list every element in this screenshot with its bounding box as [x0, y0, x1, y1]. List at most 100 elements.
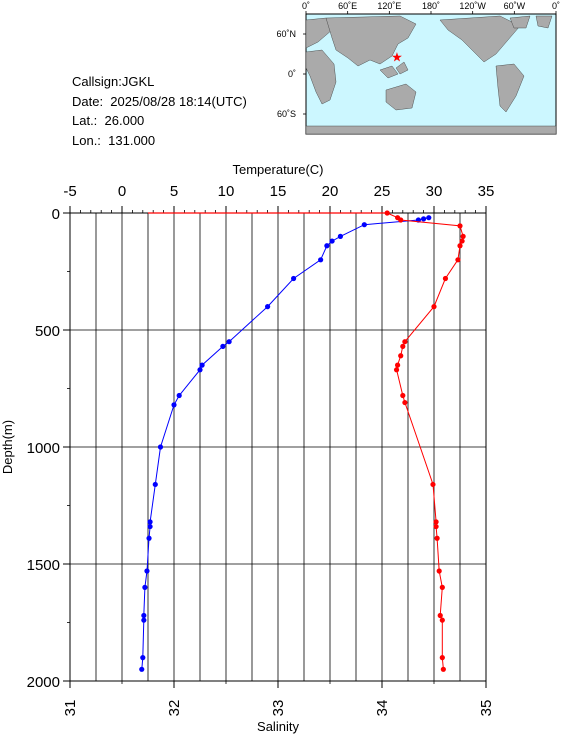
station-map: 0˚ 60˚E 120˚E 180˚ 120˚W 60˚W 0˚ 60˚N 0˚ 60˚S ★ [276, 1, 560, 135]
depth-tick-label: 0 [52, 206, 60, 223]
temperature-profile-line [141, 217, 429, 670]
temperature-data-point [144, 568, 150, 574]
salinity-data-point [434, 535, 440, 541]
map-lon-label: 120˚E [377, 1, 401, 11]
chart-series [139, 210, 466, 672]
temperature-axis: -5 0 5 10 15 20 25 30 35 [63, 183, 494, 213]
longitude-text: Lon.: 131.000 [72, 132, 156, 148]
temperature-data-point [199, 362, 205, 368]
salinity-data-point [398, 353, 404, 359]
map-land [305, 15, 557, 135]
salinity-data-point [433, 523, 439, 530]
map-lon-label: 60˚E [338, 1, 357, 11]
depth-tick-label: 1500 [27, 557, 60, 574]
temperature-data-point [157, 444, 164, 450]
temperature-data-point [146, 535, 152, 541]
salinity-data-point [437, 612, 443, 619]
temperature-data-point [141, 617, 147, 623]
salinity-data-point [393, 367, 400, 373]
salinity-data-point [455, 257, 461, 263]
map-lon-label: 180˚ [422, 1, 440, 11]
salinity-data-point [457, 243, 463, 249]
salinity-data-point [402, 399, 408, 406]
temperature-data-point [147, 523, 153, 530]
map-lon-label: 60˚W [504, 1, 526, 11]
salinity-tick-label: 34 [374, 700, 391, 717]
map-lat-label: 60˚N [276, 29, 296, 39]
salinity-tick-label: 33 [270, 700, 287, 717]
temperature-axis-label: Temperature(C) [232, 162, 323, 177]
salinity-data-point [439, 584, 445, 591]
temperature-data-point [139, 666, 145, 672]
depth-tick-label: 2000 [27, 674, 60, 691]
temperature-data-point [361, 222, 367, 228]
map-lon-label: 0˚ [302, 1, 310, 11]
map-lon-label: 0˚ [552, 1, 560, 11]
chart-grid [70, 213, 486, 681]
date-text: Date: 2025/08/28 18:14(UTC) [72, 93, 247, 109]
temperature-tick-label: 35 [478, 183, 495, 200]
temperature-tick-label: 10 [218, 183, 235, 200]
temperature-data-point [324, 243, 330, 249]
temperature-tick-label: -5 [63, 183, 76, 200]
temperature-tick-label: 0 [118, 183, 126, 200]
temperature-data-point [140, 655, 146, 661]
map-lat-label: 60˚S [277, 109, 296, 119]
temperature-data-point [141, 612, 147, 619]
temperature-data-point [421, 216, 427, 222]
temperature-data-point [226, 339, 232, 345]
temperature-data-point [197, 367, 203, 373]
temperature-data-point [265, 304, 271, 310]
salinity-tick-label: 31 [62, 700, 79, 717]
salinity-axis: 31 32 33 34 35 [62, 681, 495, 716]
salinity-data-point [457, 223, 463, 229]
temperature-data-point [171, 402, 177, 408]
temperature-tick-label: 5 [170, 183, 178, 200]
depth-axis-label: Depth(m) [0, 420, 15, 474]
salinity-data-point [436, 568, 442, 574]
temperature-data-point [147, 519, 153, 525]
depth-tick-label: 1000 [27, 440, 60, 457]
temperature-tick-label: 25 [374, 183, 391, 200]
salinity-axis-label: Salinity [257, 719, 299, 734]
depth-axis: 0 500 1000 1500 2000 [27, 206, 70, 691]
salinity-data-point [460, 233, 466, 239]
temperature-tick-label: 20 [322, 183, 339, 200]
temperature-tick-label: 30 [426, 183, 443, 200]
salinity-data-point [398, 217, 404, 223]
temperature-data-point [152, 481, 158, 488]
temperature-tick-label: 15 [270, 183, 287, 200]
latitude-text: Lat.: 26.000 [72, 113, 145, 128]
station-marker: ★ [391, 50, 403, 65]
salinity-data-point [395, 362, 401, 368]
temperature-data-point [142, 584, 148, 591]
salinity-data-point [430, 481, 436, 488]
salinity-data-point [384, 210, 390, 216]
depth-tick-label: 500 [35, 323, 60, 340]
map-lon-label: 120˚W [459, 1, 486, 11]
temperature-data-point [220, 343, 226, 349]
salinity-data-point [433, 519, 439, 525]
salinity-data-point [439, 617, 445, 623]
salinity-data-point [439, 655, 445, 661]
temperature-data-point [318, 257, 324, 263]
temperature-data-point [337, 233, 343, 239]
temperature-data-point [426, 215, 432, 221]
map-lat-label: 0˚ [288, 69, 296, 79]
temperature-data-point [176, 392, 182, 399]
salinity-data-point [431, 304, 437, 310]
salinity-data-point [400, 343, 406, 349]
salinity-data-point [440, 666, 446, 672]
temperature-data-point [291, 275, 297, 282]
salinity-data-point [400, 392, 406, 399]
salinity-data-point [442, 275, 449, 282]
salinity-profile-line [386, 212, 464, 670]
callsign-text: Callsign:JGKL [72, 74, 155, 89]
salinity-tick-label: 35 [478, 700, 495, 717]
salinity-tick-label: 32 [166, 700, 183, 717]
salinity-data-point [402, 339, 408, 345]
temperature-data-point [329, 238, 335, 244]
station-info: Callsign:JGKL Date: 2025/08/28 18:14(UTC… [72, 72, 247, 150]
map-labels: 0˚ 60˚E 120˚E 180˚ 120˚W 60˚W 0˚ 60˚N 0˚ 60˚S [276, 1, 560, 119]
